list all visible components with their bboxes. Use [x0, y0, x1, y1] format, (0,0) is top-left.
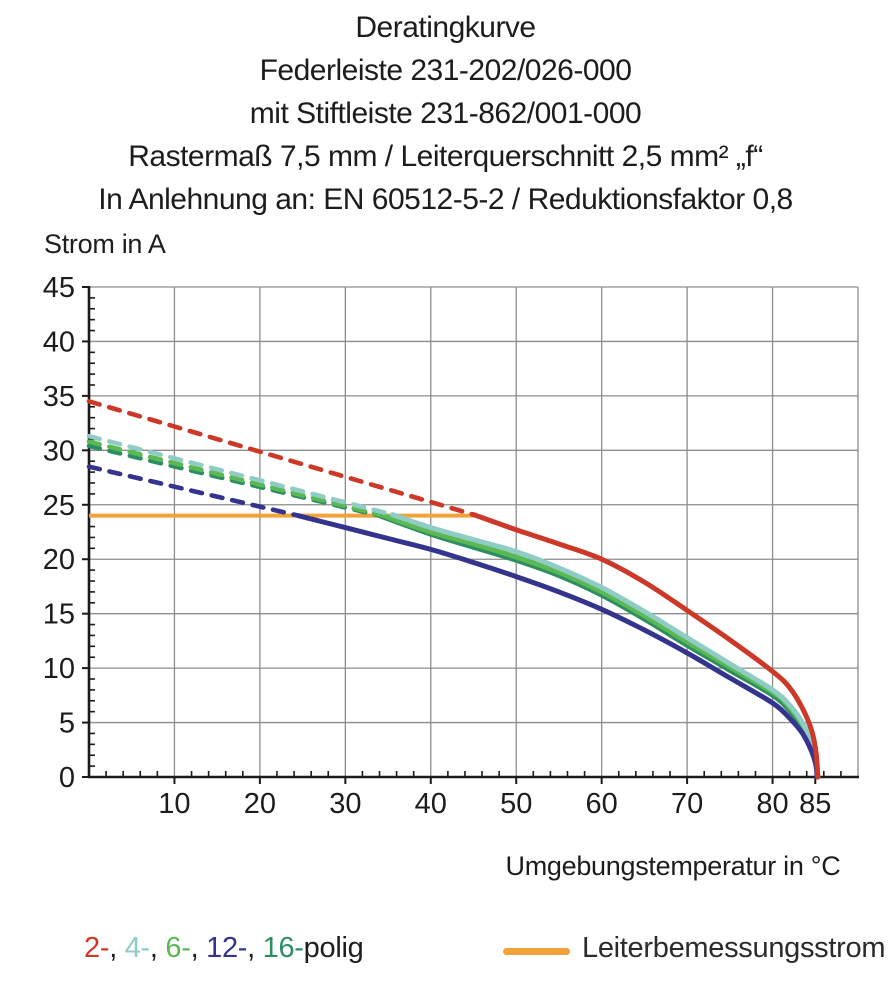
legend-pole-entry: 2- [84, 932, 110, 964]
series-curve-12-polig-dashed [86, 464, 301, 518]
legend-pole-entry: 16- [262, 932, 304, 964]
rated-current-label: Leiterbemessungsstrom [582, 932, 886, 964]
x-axis-title: Umgebungstemperatur in °C [505, 851, 841, 881]
tick-label-y: 40 [43, 326, 75, 358]
tick-label-x: 60 [586, 788, 618, 820]
subtitle-stiftleiste: mit Stiftleiste 231-862/001-000 [249, 97, 642, 130]
tick-label-y: 45 [43, 272, 75, 304]
legend-separator: , [109, 932, 125, 964]
tick-label-y: 30 [43, 435, 75, 467]
y-axis-title: Strom in A [44, 229, 166, 259]
series-curve-2-polig-solid [471, 512, 821, 780]
tick-label-x: 80 [756, 788, 788, 820]
tick-label-x: 40 [415, 788, 447, 820]
poles-legend: 2-, 4-, 6-, 12-, 16-polig [84, 932, 364, 965]
rated-current-line-swatch [503, 948, 570, 955]
tick-label-x: 20 [244, 788, 276, 820]
tick-label-y: 25 [43, 490, 75, 522]
tick-label-y: 0 [59, 762, 75, 794]
subtitle-rastermass: Rastermaß 7,5 mm / Leiterquerschnitt 2,5… [128, 140, 763, 173]
tick-label-x: 50 [500, 788, 532, 820]
legend-poles-suffix: polig [303, 932, 364, 964]
legend-pole-entry: 6- [165, 932, 191, 964]
chart-title: Deratingkurve [355, 11, 536, 44]
series-curve-4-polig-dashed [86, 433, 395, 517]
legend-separator: , [149, 932, 166, 964]
legend-row: 2-, 4-, 6-, 12-, 16-polig Leiterbemessun… [0, 928, 891, 972]
tick-label-y: 20 [43, 544, 75, 576]
subtitle-federleiste: Federleiste 231-202/026-000 [259, 54, 632, 87]
series-curve-6-polig-dashed [86, 439, 387, 518]
legend-separator: , [247, 932, 263, 964]
tick-label-x: 10 [158, 788, 190, 820]
tick-label-x: 30 [329, 788, 361, 820]
chart-title-block: Deratingkurve Federleiste 231-202/026-00… [0, 6, 891, 221]
tick-label-x: 70 [671, 788, 703, 820]
tick-label-y: 15 [43, 599, 75, 631]
legend-pole-entry: 4- [124, 932, 150, 964]
series-curve-4-polig-solid [389, 512, 821, 780]
series-curve-12-polig-solid [295, 513, 820, 780]
tick-label-y: 10 [43, 653, 75, 685]
series-curve-16-polig-dashed [86, 443, 382, 518]
tick-label-y: 5 [59, 708, 75, 740]
legend-pole-entry: 12- [206, 932, 248, 964]
tick-label-x: 85 [799, 788, 831, 820]
legend-separator: , [190, 932, 207, 964]
subtitle-norm: In Anlehnung an: EN 60512-5-2 / Reduktio… [98, 183, 793, 216]
series-curve-2-polig-dashed [86, 399, 476, 517]
tick-label-y: 35 [43, 381, 75, 413]
